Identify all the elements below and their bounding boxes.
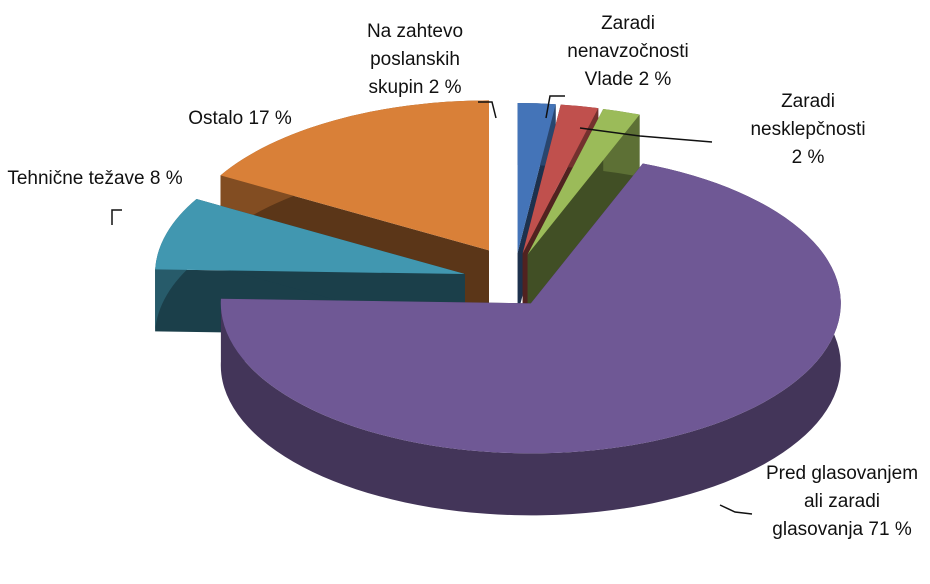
slice-top xyxy=(517,103,556,254)
category-name: Zaradi nenavzočnosti Vlade xyxy=(567,13,689,90)
leader-line xyxy=(719,504,753,515)
slice-label: Pred glasovanjem ali zaradi glasovanja 7… xyxy=(762,460,922,544)
category-name: Zaradi nesklepčnosti xyxy=(750,91,866,140)
value-label: 2 % xyxy=(791,147,825,168)
value-label: 8 % xyxy=(149,168,183,189)
slice-label: Tehnične težave 8 % xyxy=(5,165,185,193)
slice-label: Na zahtevo poslanskih skupin 2 % xyxy=(359,18,471,102)
slice-label: Ostalo 17 % xyxy=(140,105,340,133)
leader-line xyxy=(111,209,122,225)
value-label: 2 % xyxy=(428,77,462,98)
value-label: 71 % xyxy=(868,519,912,540)
category-name: Tehnične težave xyxy=(7,168,145,189)
slice-label: Zaradi nesklepčnosti 2 % xyxy=(747,88,869,172)
slice xyxy=(220,163,841,516)
slice-top xyxy=(522,104,599,254)
slice xyxy=(527,109,640,317)
leader-line xyxy=(478,101,497,119)
leader-line xyxy=(545,95,565,119)
category-name: Pred glasovanjem ali zaradi glasovanja xyxy=(765,463,919,540)
category-name: Na zahtevo poslanskih skupin xyxy=(366,21,464,98)
slice-top xyxy=(220,163,841,454)
leader-lines xyxy=(111,95,753,515)
slice-label: Zaradi nenavzočnosti Vlade 2 % xyxy=(558,10,698,94)
slice-top xyxy=(527,109,640,255)
value-label: 2 % xyxy=(638,69,672,90)
slice-top xyxy=(220,100,490,251)
category-name: Ostalo xyxy=(188,108,244,129)
leader-line xyxy=(579,127,713,143)
slice-top xyxy=(155,199,465,275)
value-label: 17 % xyxy=(248,108,292,129)
